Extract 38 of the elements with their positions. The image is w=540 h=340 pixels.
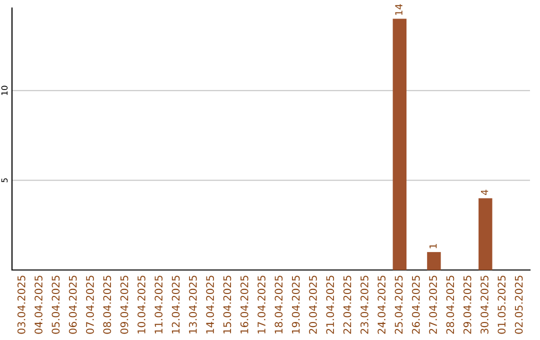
x-tick-label: 03.04.2025 [17,276,26,334]
y-tick-label: 10 [1,86,8,95]
x-tick-label: 19.04.2025 [292,276,300,334]
x-tick-label: 12.04.2025 [172,276,180,334]
y-tick-label: 5 [1,178,8,182]
x-tick-label: 30.04.2025 [480,276,488,334]
x-tick-label: 22.04.2025 [343,276,352,334]
x-tick-label: 25.04.2025 [394,276,403,334]
x-tick-label: 18.04.2025 [274,276,283,334]
data-label: 14 [395,4,402,15]
data-label: 4 [481,190,488,195]
x-tick-label: 02.05.2025 [514,276,523,334]
x-tick-label: 05.04.2025 [52,276,60,334]
bar [392,18,407,270]
x-tick-label: 16.04.2025 [240,276,248,334]
x-tick-label: 13.04.2025 [188,276,197,334]
x-tick-label: 17.04.2025 [258,276,266,334]
x-tick-label: 28.04.2025 [446,276,454,334]
x-tick-label: 24.04.2025 [378,276,386,334]
x-tick-label: 15.04.2025 [223,276,232,334]
x-tick-label: 23.04.2025 [360,276,368,334]
x-tick-label: 26.04.2025 [412,276,420,334]
bar [427,252,441,270]
bar [478,198,492,270]
x-tick-label: 07.04.2025 [86,276,94,334]
x-tick-label: 29.04.2025 [463,276,472,334]
x-tick-label: 08.04.2025 [103,276,112,334]
x-tick-label: 20.04.2025 [309,276,317,334]
x-tick-label: 09.04.2025 [120,276,128,334]
x-tick-label: 14.04.2025 [206,276,214,334]
x-tick-label: 27.04.2025 [429,276,437,334]
x-tick-label: 11.04.2025 [154,276,163,334]
x-tick-label: 06.04.2025 [68,276,77,334]
x-tick-label: 04.04.2025 [34,276,42,334]
x-tick-label: 01.05.2025 [498,276,506,334]
x-tick-label: 10.04.2025 [138,276,146,334]
data-label: 1 [430,244,437,248]
x-tick-label: 21.04.2025 [326,276,334,334]
